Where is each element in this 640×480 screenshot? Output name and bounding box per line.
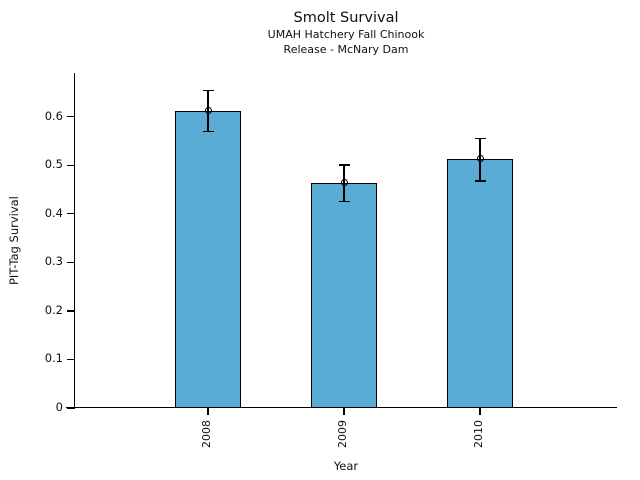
y-tick xyxy=(67,261,74,263)
y-tick-label: 0.2 xyxy=(44,302,63,317)
y-tick xyxy=(67,310,74,312)
error-cap-bottom-2008 xyxy=(202,130,214,133)
plot-area: 0 0.1 0.2 0.3 0.4 0.5 0.6 2008 2009 2010 xyxy=(45,73,617,448)
y-axis-spine xyxy=(73,73,75,409)
data-point-marker-2010 xyxy=(476,155,484,163)
y-tick-label: 0.6 xyxy=(44,108,63,123)
error-cap-bottom-2010 xyxy=(474,180,486,182)
x-tick xyxy=(207,408,209,415)
y-tick xyxy=(67,407,74,409)
y-tick-label: 0.4 xyxy=(44,205,63,220)
chart-title: Smolt Survival xyxy=(293,10,399,26)
y-tick xyxy=(67,164,74,166)
bar-2010 xyxy=(447,158,513,408)
error-cap-top-2010 xyxy=(474,137,486,140)
bar-2009 xyxy=(311,182,377,408)
error-cap-top-2009 xyxy=(338,164,350,166)
x-tick-label: 2008 xyxy=(200,420,213,448)
bar-2008 xyxy=(175,110,241,408)
error-cap-top-2008 xyxy=(202,89,214,92)
x-tick-label: 2009 xyxy=(336,420,349,448)
chart-subtitle-line2: Release - McNary Dam xyxy=(283,42,409,56)
x-tick-label: 2010 xyxy=(472,420,485,448)
x-tick xyxy=(343,408,345,415)
error-cap-bottom-2009 xyxy=(338,200,350,203)
chart-header: Smolt Survival UMAH Hatchery Fall Chinoo… xyxy=(75,9,617,57)
chart-subtitle-line1: UMAH Hatchery Fall Chinook xyxy=(267,28,425,41)
y-tick-label: 0.1 xyxy=(44,351,63,366)
data-point-marker-2008 xyxy=(204,107,212,115)
y-tick-label: 0 xyxy=(55,400,63,414)
x-tick xyxy=(479,408,481,415)
data-point-marker-2009 xyxy=(340,179,348,187)
x-axis-label: Year xyxy=(333,459,359,473)
y-tick xyxy=(67,116,74,118)
y-tick-label: 0.5 xyxy=(44,157,63,172)
y-tick-label: 0.3 xyxy=(44,254,63,269)
y-tick xyxy=(67,213,74,215)
y-tick xyxy=(67,358,74,361)
